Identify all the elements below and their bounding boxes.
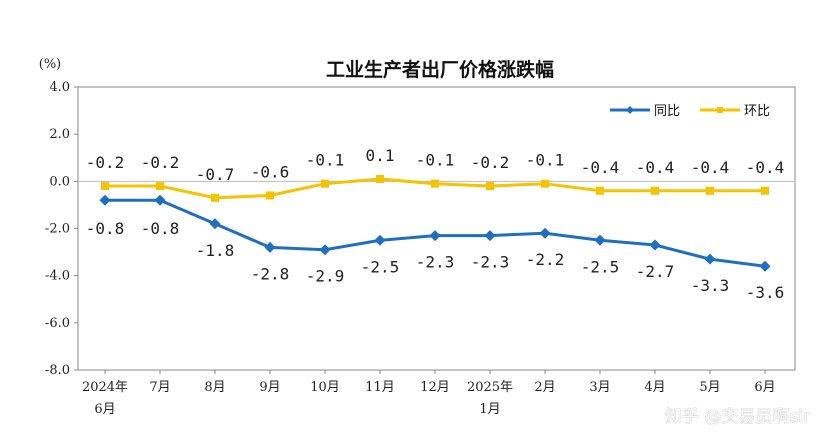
x-tick-label: 6月 xyxy=(754,380,775,395)
y-axis-ticks: 4.0 2.0 0.0 -2.0 -4.0 -6.0 -8.0 xyxy=(45,80,78,378)
data-label: -2.8 xyxy=(251,264,290,283)
data-label: -0.2 xyxy=(141,153,180,172)
data-point xyxy=(156,182,164,191)
data-label: -0.4 xyxy=(746,158,785,177)
data-label: -3.3 xyxy=(691,276,730,295)
data-point xyxy=(596,186,604,195)
data-label: -0.2 xyxy=(471,153,510,172)
data-label: 0.1 xyxy=(366,146,395,165)
data-point xyxy=(651,186,659,195)
data-point xyxy=(541,179,549,188)
data-point xyxy=(486,182,494,191)
y-tick-label: -2.0 xyxy=(45,222,70,237)
data-label: -2.9 xyxy=(306,267,345,286)
y-tick-label: 4.0 xyxy=(49,80,70,95)
x-tick-label: 10月 xyxy=(310,380,340,395)
x-tick-label: 7月 xyxy=(149,380,170,395)
x-tick-label: 5月 xyxy=(699,380,720,395)
x-tick-label: 3月 xyxy=(589,380,610,395)
data-point xyxy=(154,194,166,206)
legend-label: 环比 xyxy=(744,104,770,119)
data-label: -0.4 xyxy=(581,158,620,177)
x-tick-label: 2025年 xyxy=(467,380,513,395)
y-axis-unit: (%) xyxy=(39,57,62,72)
data-labels: -0.8 -0.8 -1.8 -2.8 -2.9 -2.5 -2.3 -2.3 -2.2 -2.5… xyxy=(86,146,785,302)
legend: 同比 环比 xyxy=(610,104,770,119)
data-label: -1.8 xyxy=(196,241,235,260)
x-tick-label: 12月 xyxy=(420,380,450,395)
y-tick-label: -8.0 xyxy=(45,363,70,378)
data-label: -2.2 xyxy=(526,250,565,269)
data-point xyxy=(429,230,441,242)
legend-label: 同比 xyxy=(654,104,680,119)
x-tick-label: 6月 xyxy=(94,402,115,417)
x-tick-label: 4月 xyxy=(644,380,665,395)
y-tick-label: 0.0 xyxy=(49,174,70,189)
data-label: -0.1 xyxy=(526,151,565,170)
data-label: -0.1 xyxy=(306,151,345,170)
y-tick-label: 2.0 xyxy=(49,127,70,142)
data-point xyxy=(484,230,496,242)
data-label: -2.5 xyxy=(581,257,620,276)
legend-marker xyxy=(717,107,723,113)
data-point xyxy=(376,174,384,183)
data-label: -2.5 xyxy=(361,257,400,276)
x-axis-ticks: 2024年 6月 7月 8月 9月 10月 11月 12月 2025年 1月 2月 3月 4月 5月 6月 xyxy=(82,370,776,417)
data-label: -0.4 xyxy=(691,158,730,177)
data-point xyxy=(431,179,439,188)
data-label: -0.6 xyxy=(251,162,290,181)
data-point xyxy=(264,241,276,253)
x-tick-label: 8月 xyxy=(204,380,225,395)
x-tick-label: 2月 xyxy=(534,380,555,395)
series-layer xyxy=(99,174,771,272)
data-point xyxy=(374,234,386,246)
data-point xyxy=(594,234,606,246)
legend-marker xyxy=(626,106,634,114)
data-point xyxy=(761,186,769,195)
data-label: -3.6 xyxy=(746,283,785,302)
data-label: -0.4 xyxy=(636,158,675,177)
data-label: -0.7 xyxy=(196,165,235,184)
y-tick-label: -6.0 xyxy=(45,316,70,331)
data-point xyxy=(209,218,221,230)
data-point xyxy=(759,260,771,272)
watermark: 知乎 @交易员啊sir xyxy=(665,407,810,427)
data-point xyxy=(706,186,714,195)
data-label: -2.3 xyxy=(416,253,455,272)
x-tick-label: 9月 xyxy=(259,380,280,395)
data-point xyxy=(321,179,329,188)
data-point xyxy=(211,193,219,202)
data-point xyxy=(319,244,331,256)
data-point xyxy=(266,191,274,200)
chart-title: 工业生产者出厂价格涨跌幅 xyxy=(326,58,554,81)
data-label: -0.8 xyxy=(86,219,125,238)
data-label: -0.1 xyxy=(416,151,455,170)
data-label: -2.3 xyxy=(471,253,510,272)
data-label: -2.7 xyxy=(636,262,675,281)
x-tick-label: 11月 xyxy=(365,380,395,395)
data-point xyxy=(101,182,109,191)
data-point xyxy=(539,227,551,239)
y-tick-label: -4.0 xyxy=(45,269,70,284)
data-point xyxy=(704,253,716,265)
data-point xyxy=(99,194,111,206)
data-label: -0.8 xyxy=(141,219,180,238)
data-point xyxy=(649,239,661,251)
x-tick-label: 1月 xyxy=(479,402,500,417)
data-label: -0.2 xyxy=(86,153,125,172)
x-tick-label: 2024年 xyxy=(82,380,128,395)
plot-area xyxy=(77,86,796,371)
